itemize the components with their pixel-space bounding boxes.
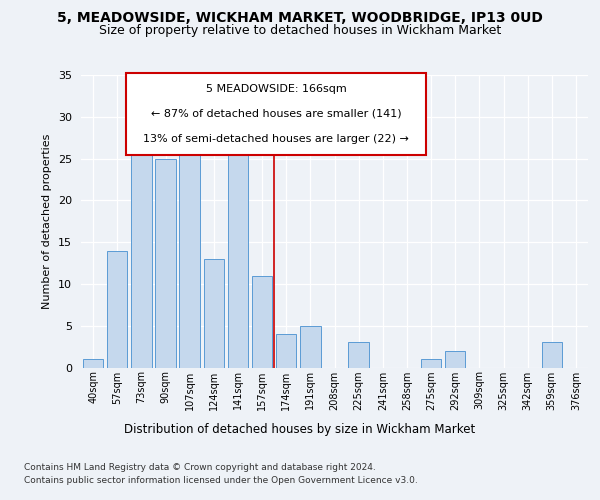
Text: 5, MEADOWSIDE, WICKHAM MARKET, WOODBRIDGE, IP13 0UD: 5, MEADOWSIDE, WICKHAM MARKET, WOODBRIDG… xyxy=(57,11,543,25)
Text: 5 MEADOWSIDE: 166sqm: 5 MEADOWSIDE: 166sqm xyxy=(206,84,346,94)
Bar xyxy=(179,142,200,368)
Bar xyxy=(203,259,224,368)
Bar xyxy=(131,150,152,368)
Text: 13% of semi-detached houses are larger (22) →: 13% of semi-detached houses are larger (… xyxy=(143,134,409,143)
Bar xyxy=(276,334,296,368)
Text: Contains public sector information licensed under the Open Government Licence v3: Contains public sector information licen… xyxy=(24,476,418,485)
Bar xyxy=(542,342,562,367)
Bar xyxy=(300,326,320,368)
Bar xyxy=(421,359,442,368)
Text: Distribution of detached houses by size in Wickham Market: Distribution of detached houses by size … xyxy=(124,422,476,436)
Bar xyxy=(155,158,176,368)
Bar xyxy=(445,351,466,368)
Text: Size of property relative to detached houses in Wickham Market: Size of property relative to detached ho… xyxy=(99,24,501,37)
Bar xyxy=(107,250,127,368)
Y-axis label: Number of detached properties: Number of detached properties xyxy=(42,134,52,309)
Bar xyxy=(83,359,103,368)
Bar xyxy=(349,342,369,367)
Text: ← 87% of detached houses are smaller (141): ← 87% of detached houses are smaller (14… xyxy=(151,109,401,118)
Bar xyxy=(252,276,272,368)
Text: Contains HM Land Registry data © Crown copyright and database right 2024.: Contains HM Land Registry data © Crown c… xyxy=(24,462,376,471)
Bar xyxy=(227,134,248,368)
